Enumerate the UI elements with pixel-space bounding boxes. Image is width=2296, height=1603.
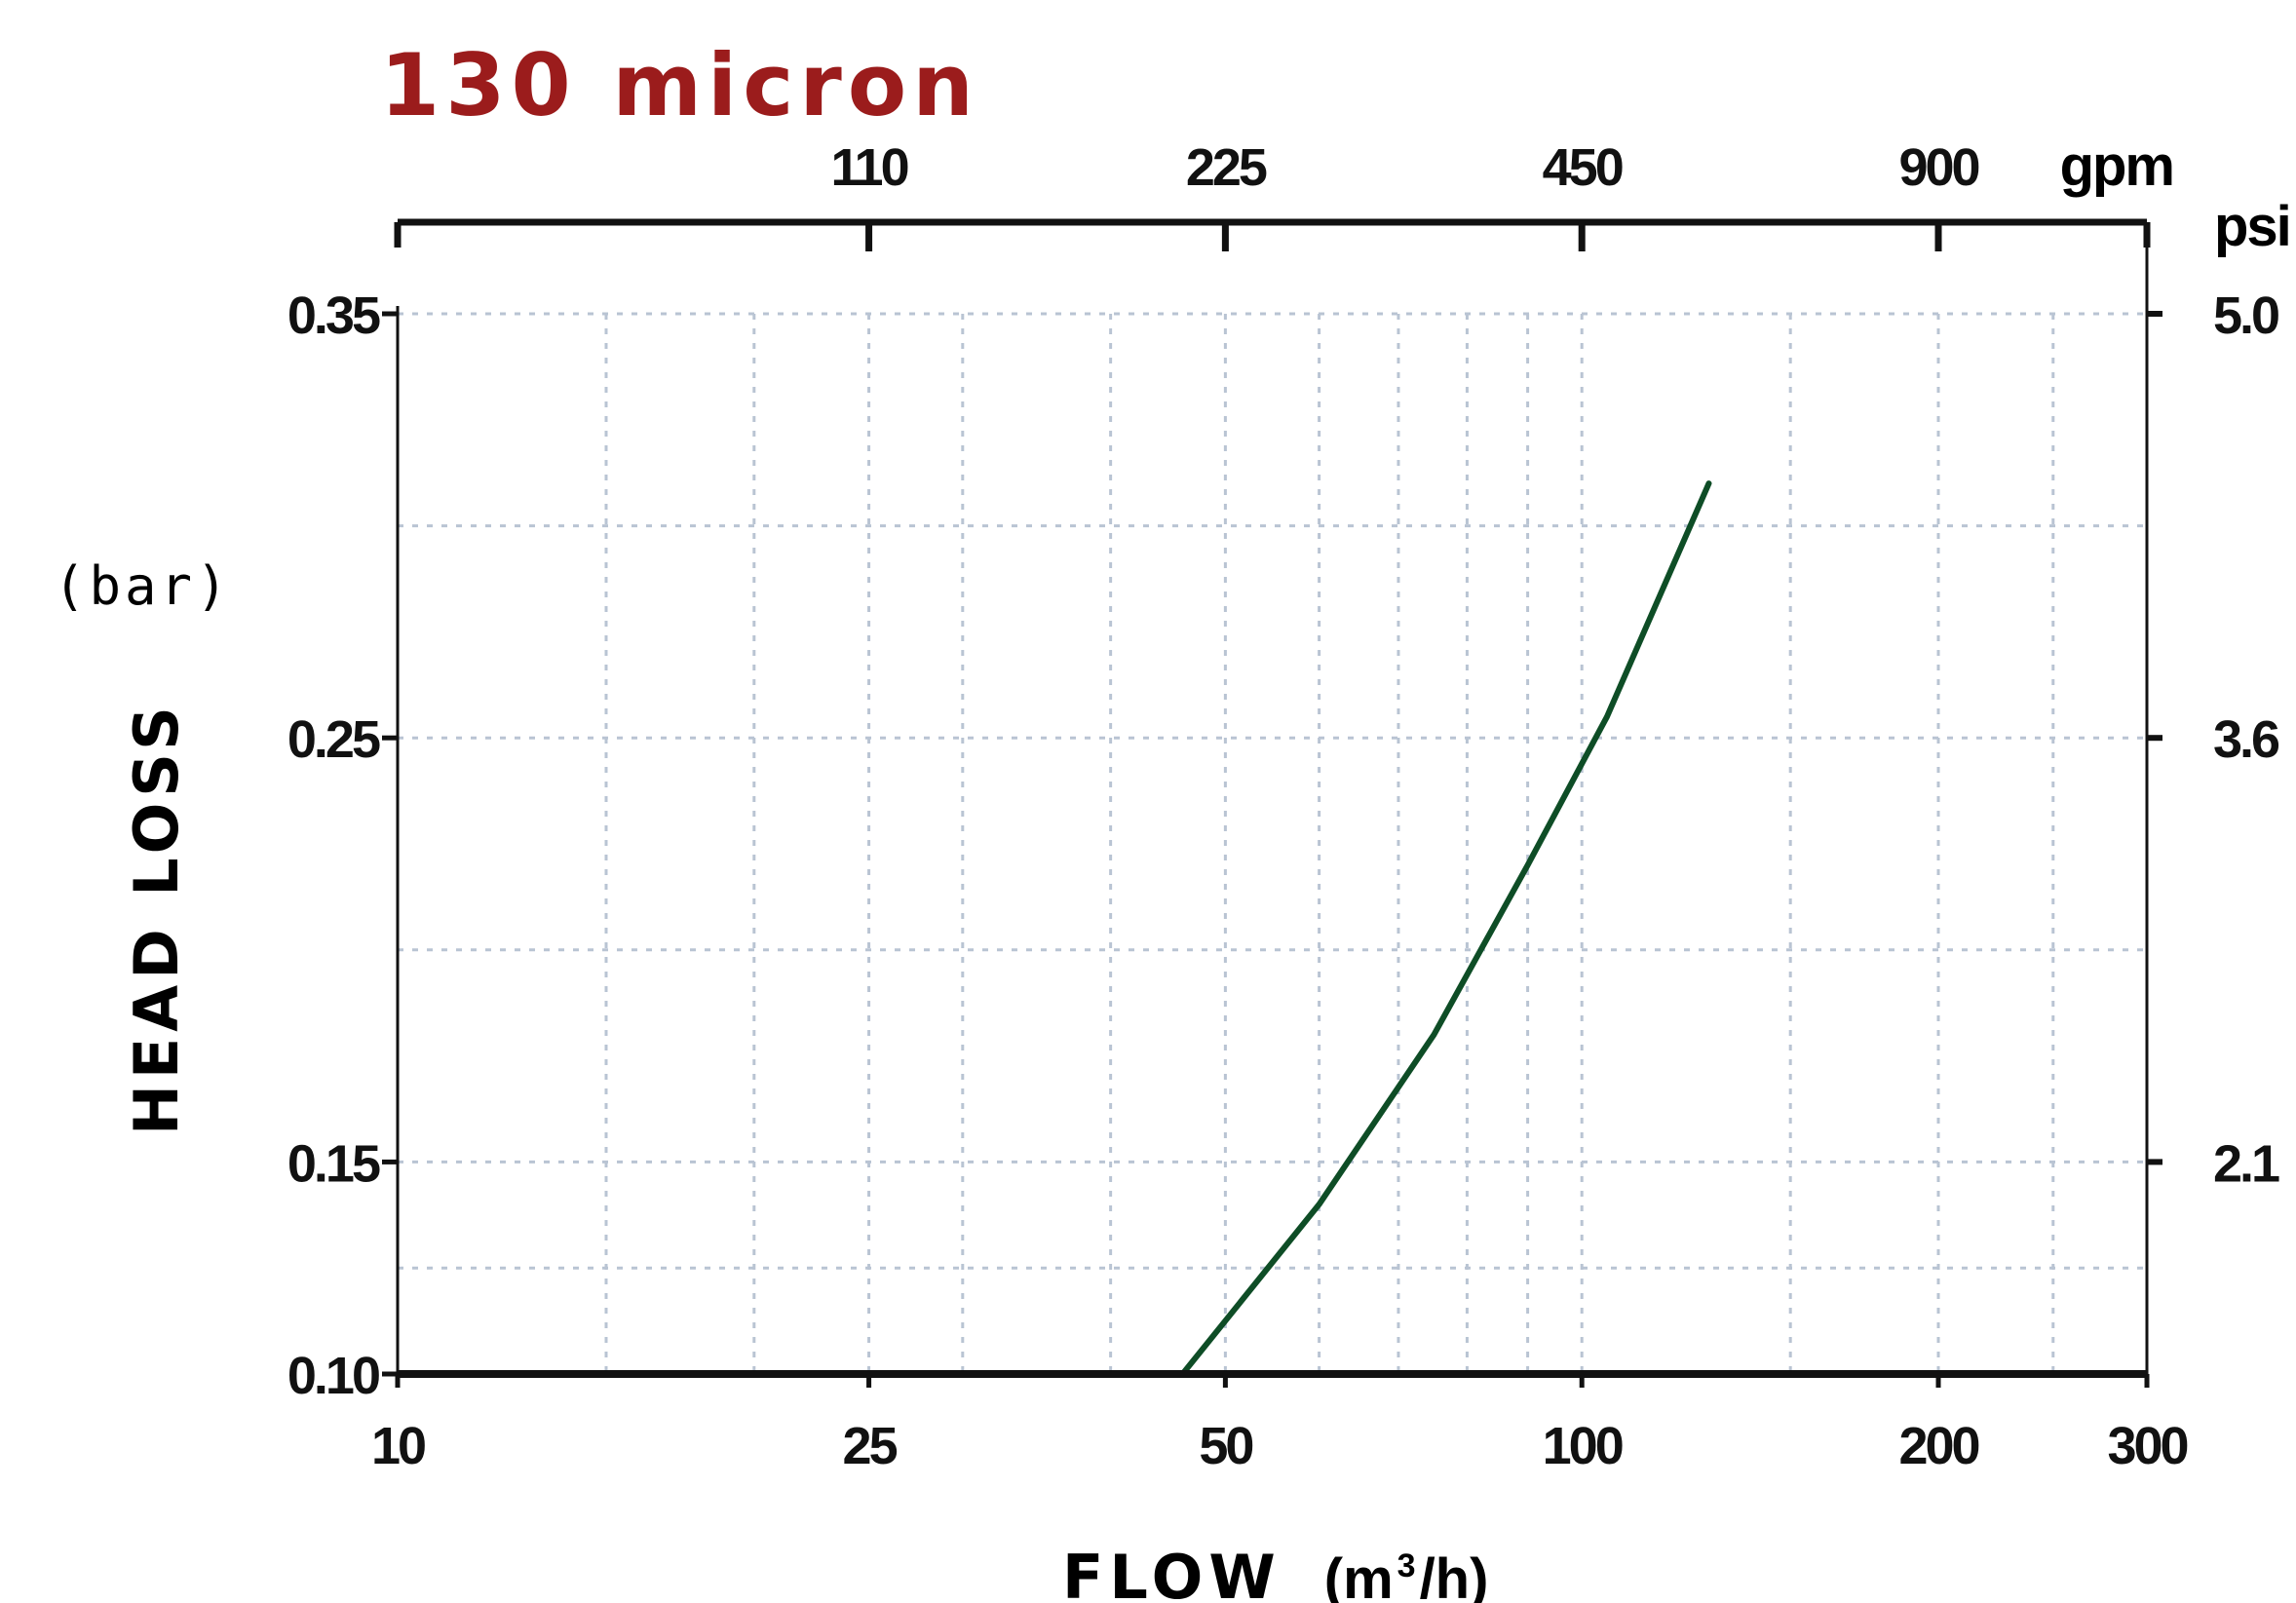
y-axis-label: HEAD LOSS [121,701,192,1135]
x-axis-unit-prefix: (m [1324,1547,1394,1603]
series-line [1179,480,1712,1377]
axes [382,218,2162,1388]
y-tick-label: 0.10 [287,1347,379,1405]
chart-title: 130 micron [380,35,979,135]
x-tick-label: 50 [1199,1417,1252,1475]
top-tick-label: 900 [1898,138,1978,197]
x-tick-label: 200 [1898,1417,1978,1475]
x-axis-label-text: FLOW [1062,1542,1282,1603]
right-tick-label: 5.0 [2213,286,2278,345]
y-axis-unit: (bar) [54,555,232,617]
x-tick-label: 100 [1543,1417,1623,1475]
right-tick-label: 2.1 [2213,1134,2279,1193]
y-tick-label: 0.25 [287,710,380,769]
x-axis-unit-sup: 3 [1397,1547,1416,1584]
x-tick-label: 25 [843,1417,898,1475]
top-tick-label: 225 [1186,138,1267,197]
y-tick-label: 0.15 [287,1134,380,1193]
top-tick-label: 450 [1543,138,1623,197]
y-tick-label: 0.35 [287,286,380,345]
right-axis-unit: psi [2214,195,2290,258]
top-axis-unit: gpm [2060,134,2173,198]
right-tick-label: 3.6 [2213,710,2279,769]
grid [396,312,2149,1376]
x-axis-unit-suffix: /h) [1420,1547,1489,1603]
top-tick-label: 110 [831,138,908,197]
x-tick-label: 300 [2107,1417,2187,1475]
tick-labels: 10 25 50 100 200 300 0.10 0.15 0.25 0.35 110 225 450… [287,138,2282,1475]
series-layer [1179,480,1712,1377]
x-tick-label: 10 [371,1417,425,1475]
x-axis-label: FLOW (m 3 /h) [1062,1542,1488,1603]
